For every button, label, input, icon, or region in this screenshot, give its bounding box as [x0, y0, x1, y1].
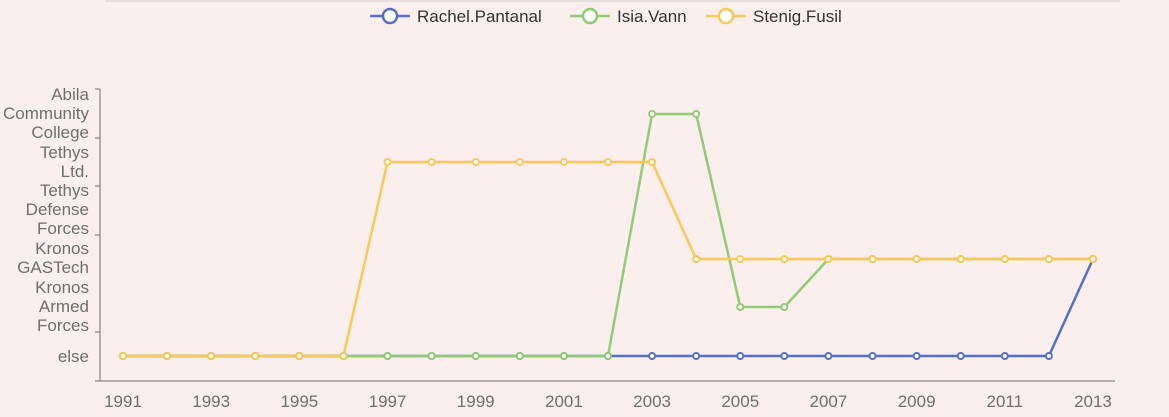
- data-point: [383, 352, 392, 360]
- data-point: [383, 158, 392, 166]
- x-tick-label: 2005: [721, 392, 759, 411]
- data-point: [648, 158, 657, 166]
- data-point: [868, 255, 877, 263]
- data-point: [339, 352, 348, 360]
- data-point: [824, 255, 833, 263]
- data-point: [692, 110, 701, 118]
- data-point: [736, 352, 745, 360]
- data-point: [1044, 352, 1053, 360]
- data-point: [692, 352, 701, 360]
- data-point: [912, 352, 921, 360]
- x-tick-label: 2001: [545, 392, 583, 411]
- x-tick-label: 2003: [633, 392, 671, 411]
- legend-item[interactable]: Stenig.Fusil: [706, 7, 842, 26]
- data-point: [1088, 255, 1097, 263]
- y-tick-label: Kronos Armed Forces: [35, 278, 89, 335]
- x-tick-label: 1995: [280, 392, 318, 411]
- data-point: [119, 352, 127, 360]
- data-point: [780, 255, 789, 263]
- data-point: [163, 352, 172, 360]
- data-point: [780, 303, 789, 311]
- legend-item[interactable]: Isia.Vann: [570, 7, 687, 26]
- x-tick-label: 2007: [810, 392, 848, 411]
- data-point: [648, 110, 657, 118]
- data-point: [780, 352, 789, 360]
- y-tick-label: Tethys Defense Forces: [26, 181, 89, 238]
- series-lines: [123, 112, 1095, 358]
- series-points: [119, 110, 1097, 360]
- legend-label: Rachel.Pantanal: [417, 7, 542, 26]
- series-line: [123, 160, 1093, 358]
- x-tick-label: 1991: [104, 392, 142, 411]
- series-line: [123, 258, 1095, 358]
- data-point: [603, 158, 612, 166]
- data-point: [736, 255, 745, 263]
- data-point: [868, 352, 877, 360]
- data-point: [736, 303, 745, 311]
- data-point: [603, 352, 612, 360]
- legend-label: Stenig.Fusil: [753, 7, 842, 26]
- data-point: [1044, 255, 1053, 263]
- data-point: [648, 352, 657, 360]
- legend-marker-icon: [717, 7, 735, 25]
- data-point: [207, 352, 216, 360]
- data-point: [471, 352, 480, 360]
- data-point: [471, 158, 480, 166]
- x-tick-label: 1997: [369, 392, 407, 411]
- y-tick-label: else: [58, 347, 89, 366]
- legend-marker-icon: [381, 7, 399, 25]
- series-line: [123, 112, 1093, 358]
- data-point: [295, 352, 304, 360]
- data-point: [692, 255, 701, 263]
- legend-label: Isia.Vann: [617, 7, 687, 26]
- x-tick-label: 2011: [987, 392, 1024, 411]
- legend-marker-icon: [581, 7, 599, 25]
- x-tick-label: 2009: [898, 392, 936, 411]
- data-point: [824, 352, 833, 360]
- data-point: [956, 352, 965, 360]
- x-tick-label: 1999: [457, 392, 495, 411]
- y-tick-label: Tethys Ltd.: [40, 143, 89, 181]
- y-tick-label: Abila Community College: [3, 85, 90, 142]
- data-point: [912, 255, 921, 263]
- y-tick-label: Kronos GASTech: [17, 239, 89, 277]
- data-point: [251, 352, 260, 360]
- data-point: [559, 352, 568, 360]
- x-axis: 1991 1993 1995 1997 1999 2001 2003 2005 2007 2009…: [100, 380, 1115, 411]
- data-point: [427, 352, 436, 360]
- legend[interactable]: Rachel.Pantanal Isia.Vann Stenig.Fusil: [370, 7, 842, 26]
- data-point: [1000, 352, 1009, 360]
- legend-item[interactable]: Rachel.Pantanal: [370, 7, 542, 26]
- data-point: [559, 158, 568, 166]
- data-point: [956, 255, 965, 263]
- data-point: [1000, 255, 1009, 263]
- data-point: [427, 158, 436, 166]
- data-point: [515, 352, 524, 360]
- x-tick-label: 1993: [192, 392, 230, 411]
- x-tick-label: 2013: [1074, 392, 1112, 411]
- data-point: [515, 158, 524, 166]
